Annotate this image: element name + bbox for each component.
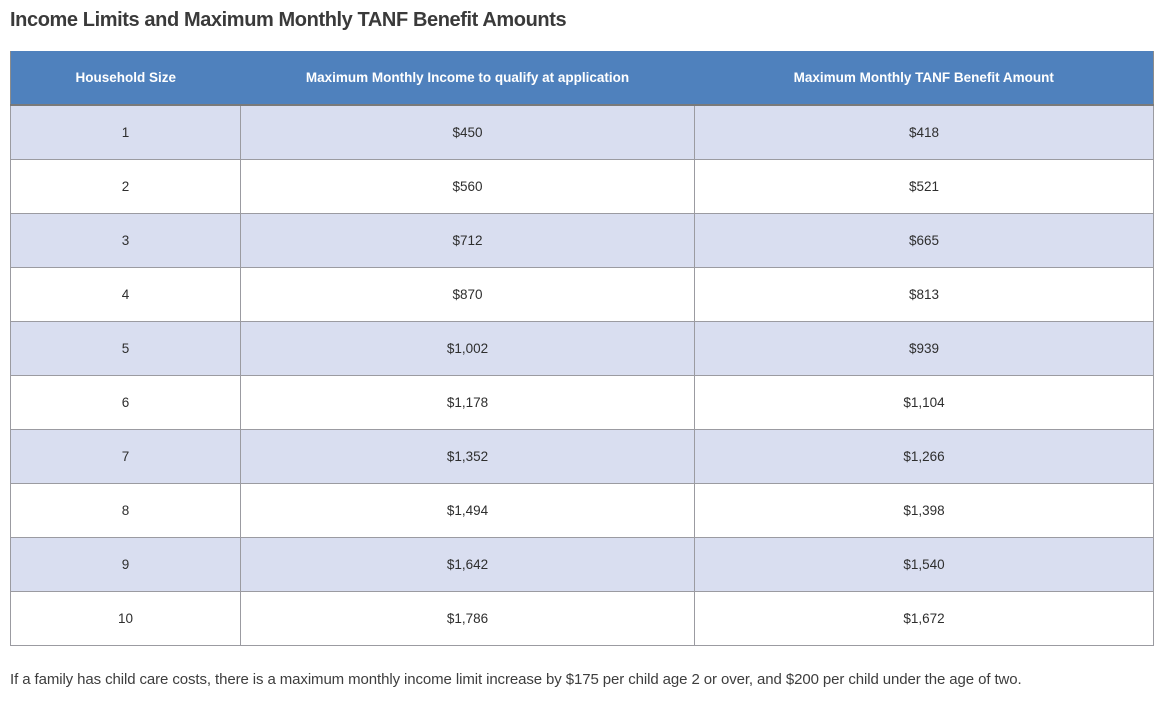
cell-max-income: $1,494 [240, 482, 695, 538]
table-row: 5 $1,002 $939 [10, 320, 1154, 376]
column-header-household-size: Household Size [10, 51, 241, 106]
cell-max-benefit: $418 [694, 104, 1154, 160]
cell-household-size: 4 [10, 266, 241, 322]
cell-max-benefit: $1,104 [694, 374, 1154, 430]
cell-max-benefit: $1,540 [694, 536, 1154, 592]
cell-household-size: 5 [10, 320, 241, 376]
cell-max-benefit: $665 [694, 212, 1154, 268]
column-header-max-income: Maximum Monthly Income to qualify at app… [240, 51, 695, 106]
tanf-benefits-table: Household Size Maximum Monthly Income to… [10, 51, 1154, 646]
cell-max-income: $1,642 [240, 536, 695, 592]
cell-max-income: $712 [240, 212, 695, 268]
cell-household-size: 10 [10, 590, 241, 646]
cell-max-income: $1,352 [240, 428, 695, 484]
cell-max-benefit: $813 [694, 266, 1154, 322]
cell-max-income: $1,002 [240, 320, 695, 376]
table-row: 2 $560 $521 [10, 158, 1154, 214]
footnote: If a family has child care costs, there … [10, 670, 1022, 688]
cell-household-size: 3 [10, 212, 241, 268]
table-row: 9 $1,642 $1,540 [10, 536, 1154, 592]
table-row: 10 $1,786 $1,672 [10, 590, 1154, 646]
cell-max-benefit: $939 [694, 320, 1154, 376]
table-row: 1 $450 $418 [10, 104, 1154, 160]
table-row: 3 $712 $665 [10, 212, 1154, 268]
page-title: Income Limits and Maximum Monthly TANF B… [10, 9, 567, 31]
table-header-row: Household Size Maximum Monthly Income to… [10, 51, 1154, 106]
table-row: 8 $1,494 $1,398 [10, 482, 1154, 538]
cell-max-benefit: $521 [694, 158, 1154, 214]
table-row: 4 $870 $813 [10, 266, 1154, 322]
cell-max-income: $1,178 [240, 374, 695, 430]
cell-household-size: 1 [10, 104, 241, 160]
page: Income Limits and Maximum Monthly TANF B… [10, 9, 1154, 688]
cell-household-size: 9 [10, 536, 241, 592]
cell-household-size: 6 [10, 374, 241, 430]
cell-max-benefit: $1,672 [694, 590, 1154, 646]
table-row: 7 $1,352 $1,266 [10, 428, 1154, 484]
cell-max-income: $450 [240, 104, 695, 160]
cell-max-benefit: $1,266 [694, 428, 1154, 484]
cell-max-income: $560 [240, 158, 695, 214]
cell-household-size: 2 [10, 158, 241, 214]
column-header-max-benefit: Maximum Monthly TANF Benefit Amount [694, 51, 1154, 106]
table-row: 6 $1,178 $1,104 [10, 374, 1154, 430]
cell-household-size: 7 [10, 428, 241, 484]
cell-household-size: 8 [10, 482, 241, 538]
cell-max-income: $870 [240, 266, 695, 322]
cell-max-income: $1,786 [240, 590, 695, 646]
cell-max-benefit: $1,398 [694, 482, 1154, 538]
